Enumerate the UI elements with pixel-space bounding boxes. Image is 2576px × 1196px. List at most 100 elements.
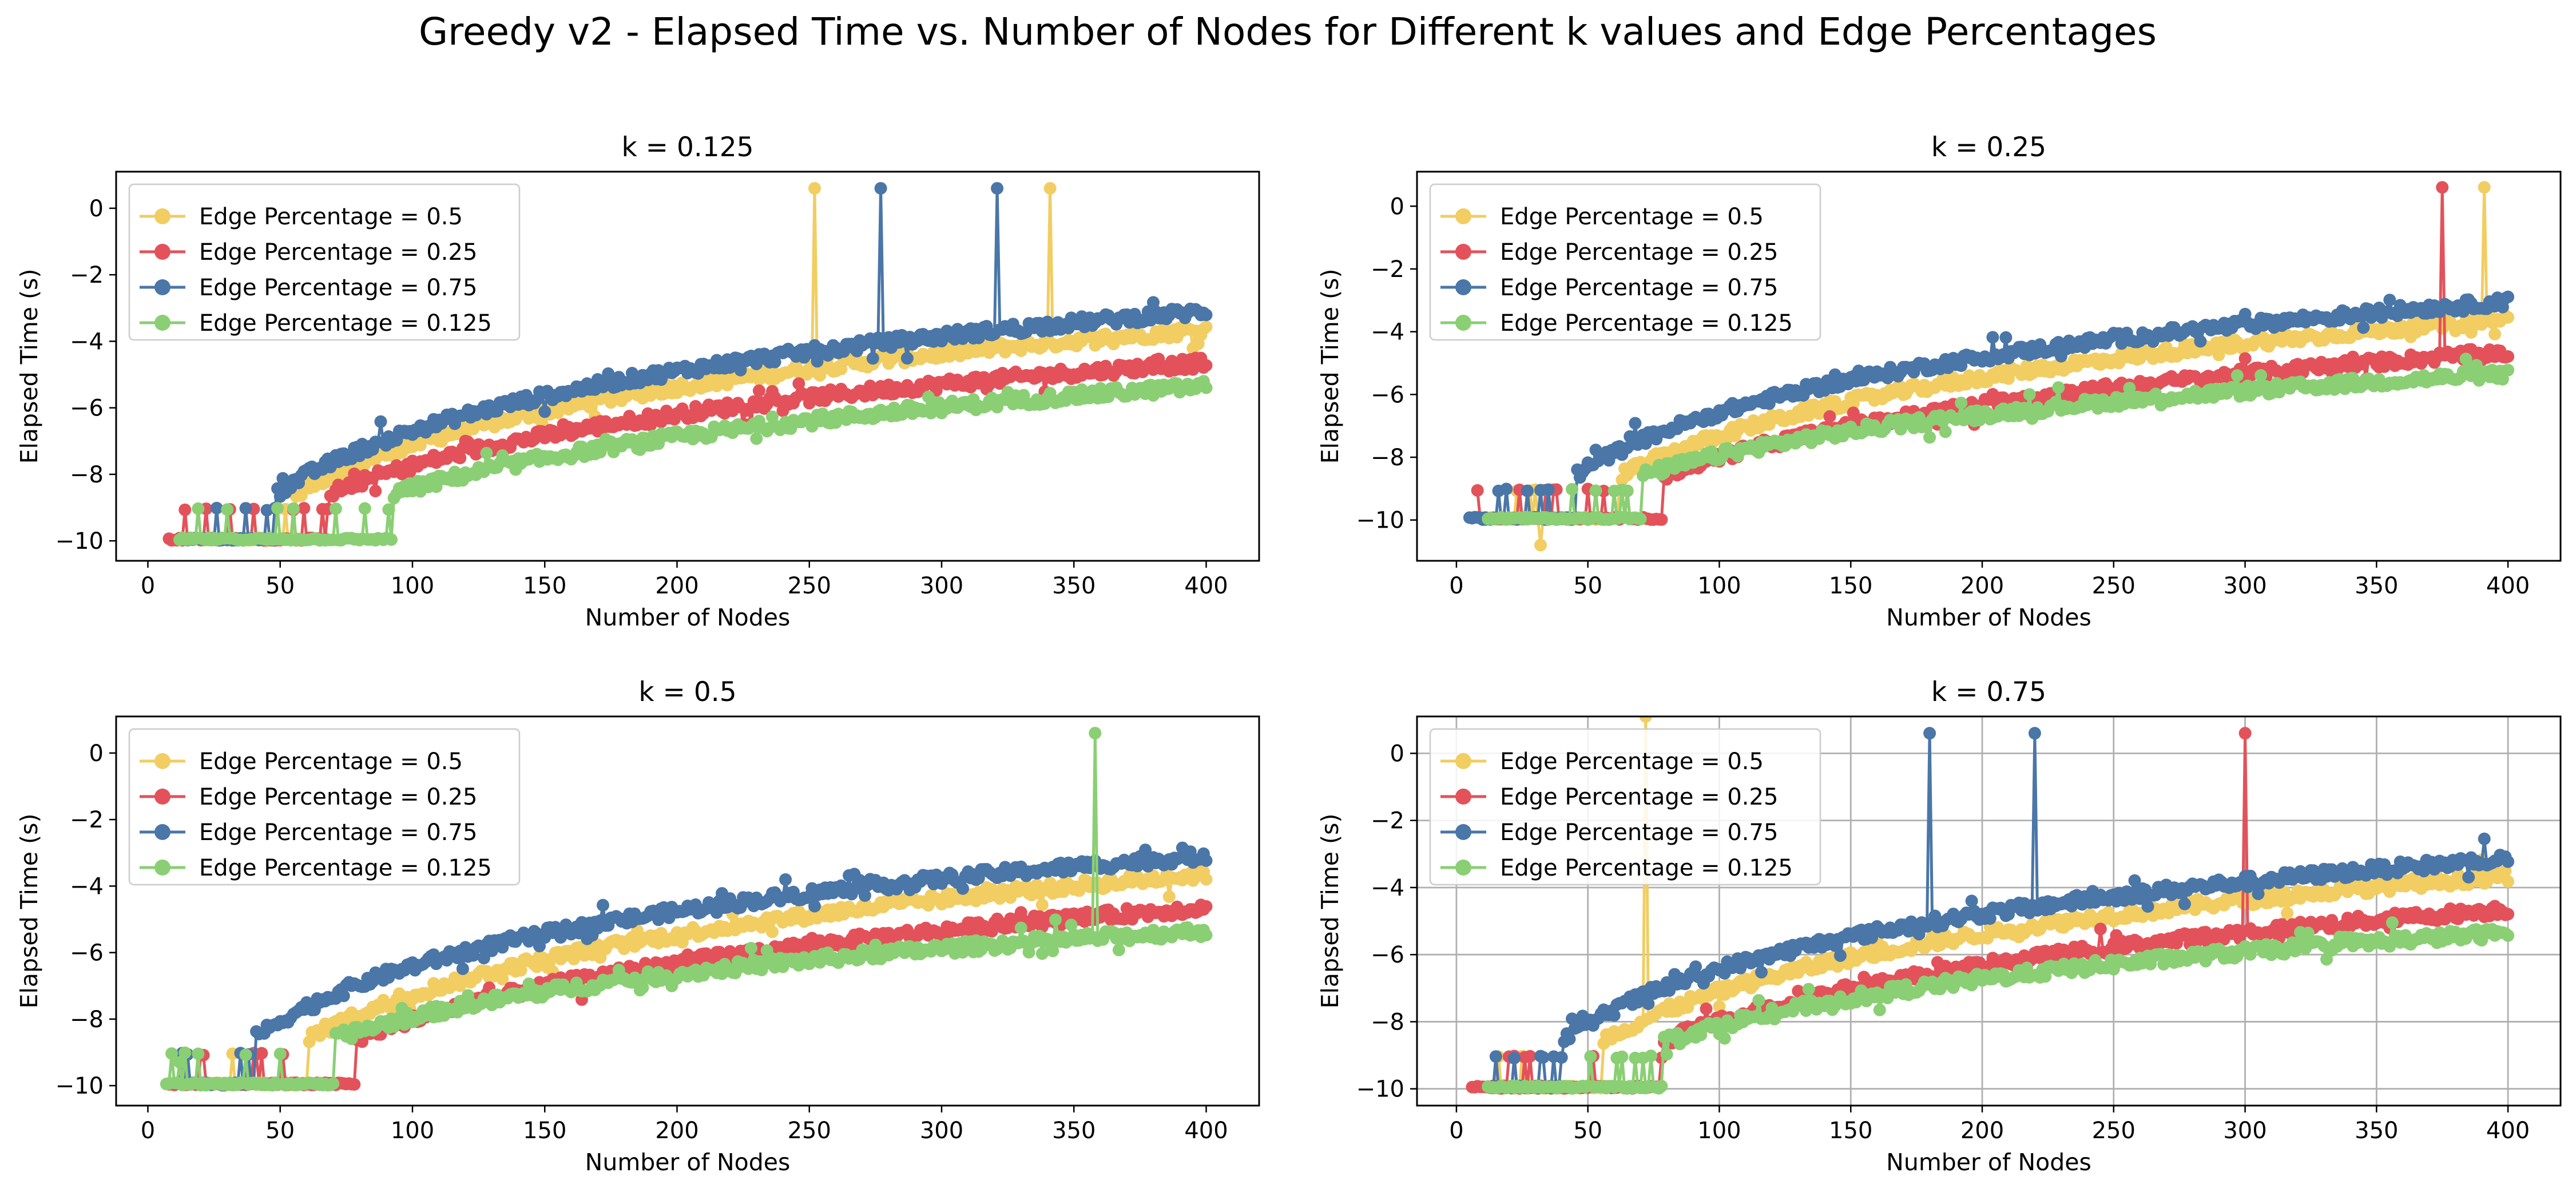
data-point [480, 446, 493, 460]
subplot-title: k = 0.5 [638, 676, 736, 708]
data-point [327, 1077, 340, 1090]
subplot-title: k = 0.125 [621, 132, 753, 163]
data-point [1955, 359, 1968, 372]
x-tick-label: 100 [391, 1118, 434, 1144]
data-point [178, 1046, 192, 1059]
data-point [866, 352, 879, 365]
legend-marker [1455, 279, 1471, 295]
data-point [178, 503, 192, 516]
data-point [1939, 425, 1952, 438]
data-point [636, 981, 649, 994]
data-point [1162, 890, 1176, 903]
data-point [1589, 484, 1602, 497]
data-point [1200, 854, 1213, 867]
data-point [1200, 320, 1213, 334]
y-tick-label: 0 [89, 196, 104, 222]
data-point [514, 964, 527, 977]
x-tick-label: 200 [655, 1118, 698, 1144]
data-point [1471, 484, 1484, 497]
data-point [1200, 359, 1213, 372]
data-point [1621, 484, 1634, 497]
data-point [734, 363, 747, 377]
legend-marker [154, 244, 170, 260]
data-point [750, 357, 763, 370]
data-point [538, 405, 551, 418]
x-tick-label: 250 [2092, 573, 2136, 599]
x-tick-label: 150 [523, 1118, 566, 1144]
data-point [808, 182, 821, 195]
data-point [1521, 484, 1534, 497]
x-tick-label: 50 [1573, 573, 1602, 599]
data-point [1065, 918, 1078, 932]
data-point [273, 1047, 287, 1060]
y-tick-label: 0 [1390, 193, 1404, 220]
legend-marker [154, 315, 170, 331]
data-point [835, 362, 848, 375]
axes-frame [1416, 171, 2562, 562]
data-point [374, 415, 387, 428]
subplot-4: 0 50 100 150 200 250 300 350 400−10−8−6−4−20k = … [1316, 676, 2562, 1176]
data-point [2436, 181, 2449, 194]
data-point [239, 1048, 252, 1062]
data-point [430, 480, 443, 493]
data-point [1999, 331, 2013, 344]
y-tick-label: −8 [70, 1007, 104, 1033]
x-tick-label: 300 [920, 573, 963, 599]
data-point [1200, 873, 1213, 886]
x-tick-label: 300 [920, 1118, 963, 1144]
data-point [1542, 483, 1555, 496]
legend-marker [154, 208, 170, 224]
data-point [597, 898, 609, 912]
data-point [1043, 182, 1057, 195]
data-point [1655, 513, 1668, 526]
y-tick-label: −2 [1371, 256, 1404, 283]
data-point [2357, 321, 2370, 334]
data-point [2478, 181, 2491, 194]
legend-label: Edge Percentage = 0.75 [199, 275, 477, 301]
x-tick-label: 400 [1184, 1118, 1228, 1144]
data-point [766, 925, 779, 938]
data-point [192, 502, 205, 515]
legend-box [128, 183, 521, 341]
data-point [779, 873, 792, 886]
data-point [2194, 335, 2207, 348]
data-point [750, 432, 763, 445]
subplot-2: 0 50 100 150 200 250 300 350 400−10−8−6−4−20k = … [1316, 132, 2562, 631]
data-point [1500, 482, 1513, 496]
data-point [271, 502, 284, 515]
data-point [1566, 483, 1579, 496]
legend-label: Edge Percentage = 0.25 [199, 784, 477, 810]
legend-marker [154, 860, 170, 876]
data-point [456, 962, 469, 975]
data-point [2502, 311, 2515, 324]
data-point [1049, 913, 1062, 926]
data-point [2238, 352, 2252, 365]
subplot-title: k = 0.25 [1931, 132, 2046, 163]
legend-marker [1455, 244, 1471, 260]
data-point [1823, 410, 1836, 423]
data-point [337, 989, 350, 1003]
legend-marker [154, 824, 170, 840]
data-point [255, 1047, 268, 1060]
x-tick-label: 150 [1829, 573, 1872, 599]
y-tick-label: −6 [70, 940, 104, 967]
y-tick-label: −6 [70, 395, 104, 422]
data-point [2502, 363, 2515, 377]
data-point [2052, 381, 2065, 394]
data-point [1629, 417, 1642, 430]
series-4 [1482, 353, 2515, 526]
data-point [1112, 944, 1125, 957]
x-tick-label: 200 [1960, 573, 2004, 599]
data-point [1923, 431, 1936, 444]
data-point [369, 485, 382, 498]
data-point [192, 1047, 205, 1060]
subplots: 0 50 100 150 200 250 300 350 400−10−8−6−4−20k = … [15, 132, 2562, 1176]
legend-label: Edge Percentage = 0.5 [199, 749, 463, 775]
plot-area [160, 727, 1213, 1092]
data-point [2383, 294, 2396, 307]
y-tick-label: −4 [70, 873, 104, 900]
x-axis-label: Number of Nodes [585, 604, 791, 631]
plot-area [1463, 181, 2515, 552]
